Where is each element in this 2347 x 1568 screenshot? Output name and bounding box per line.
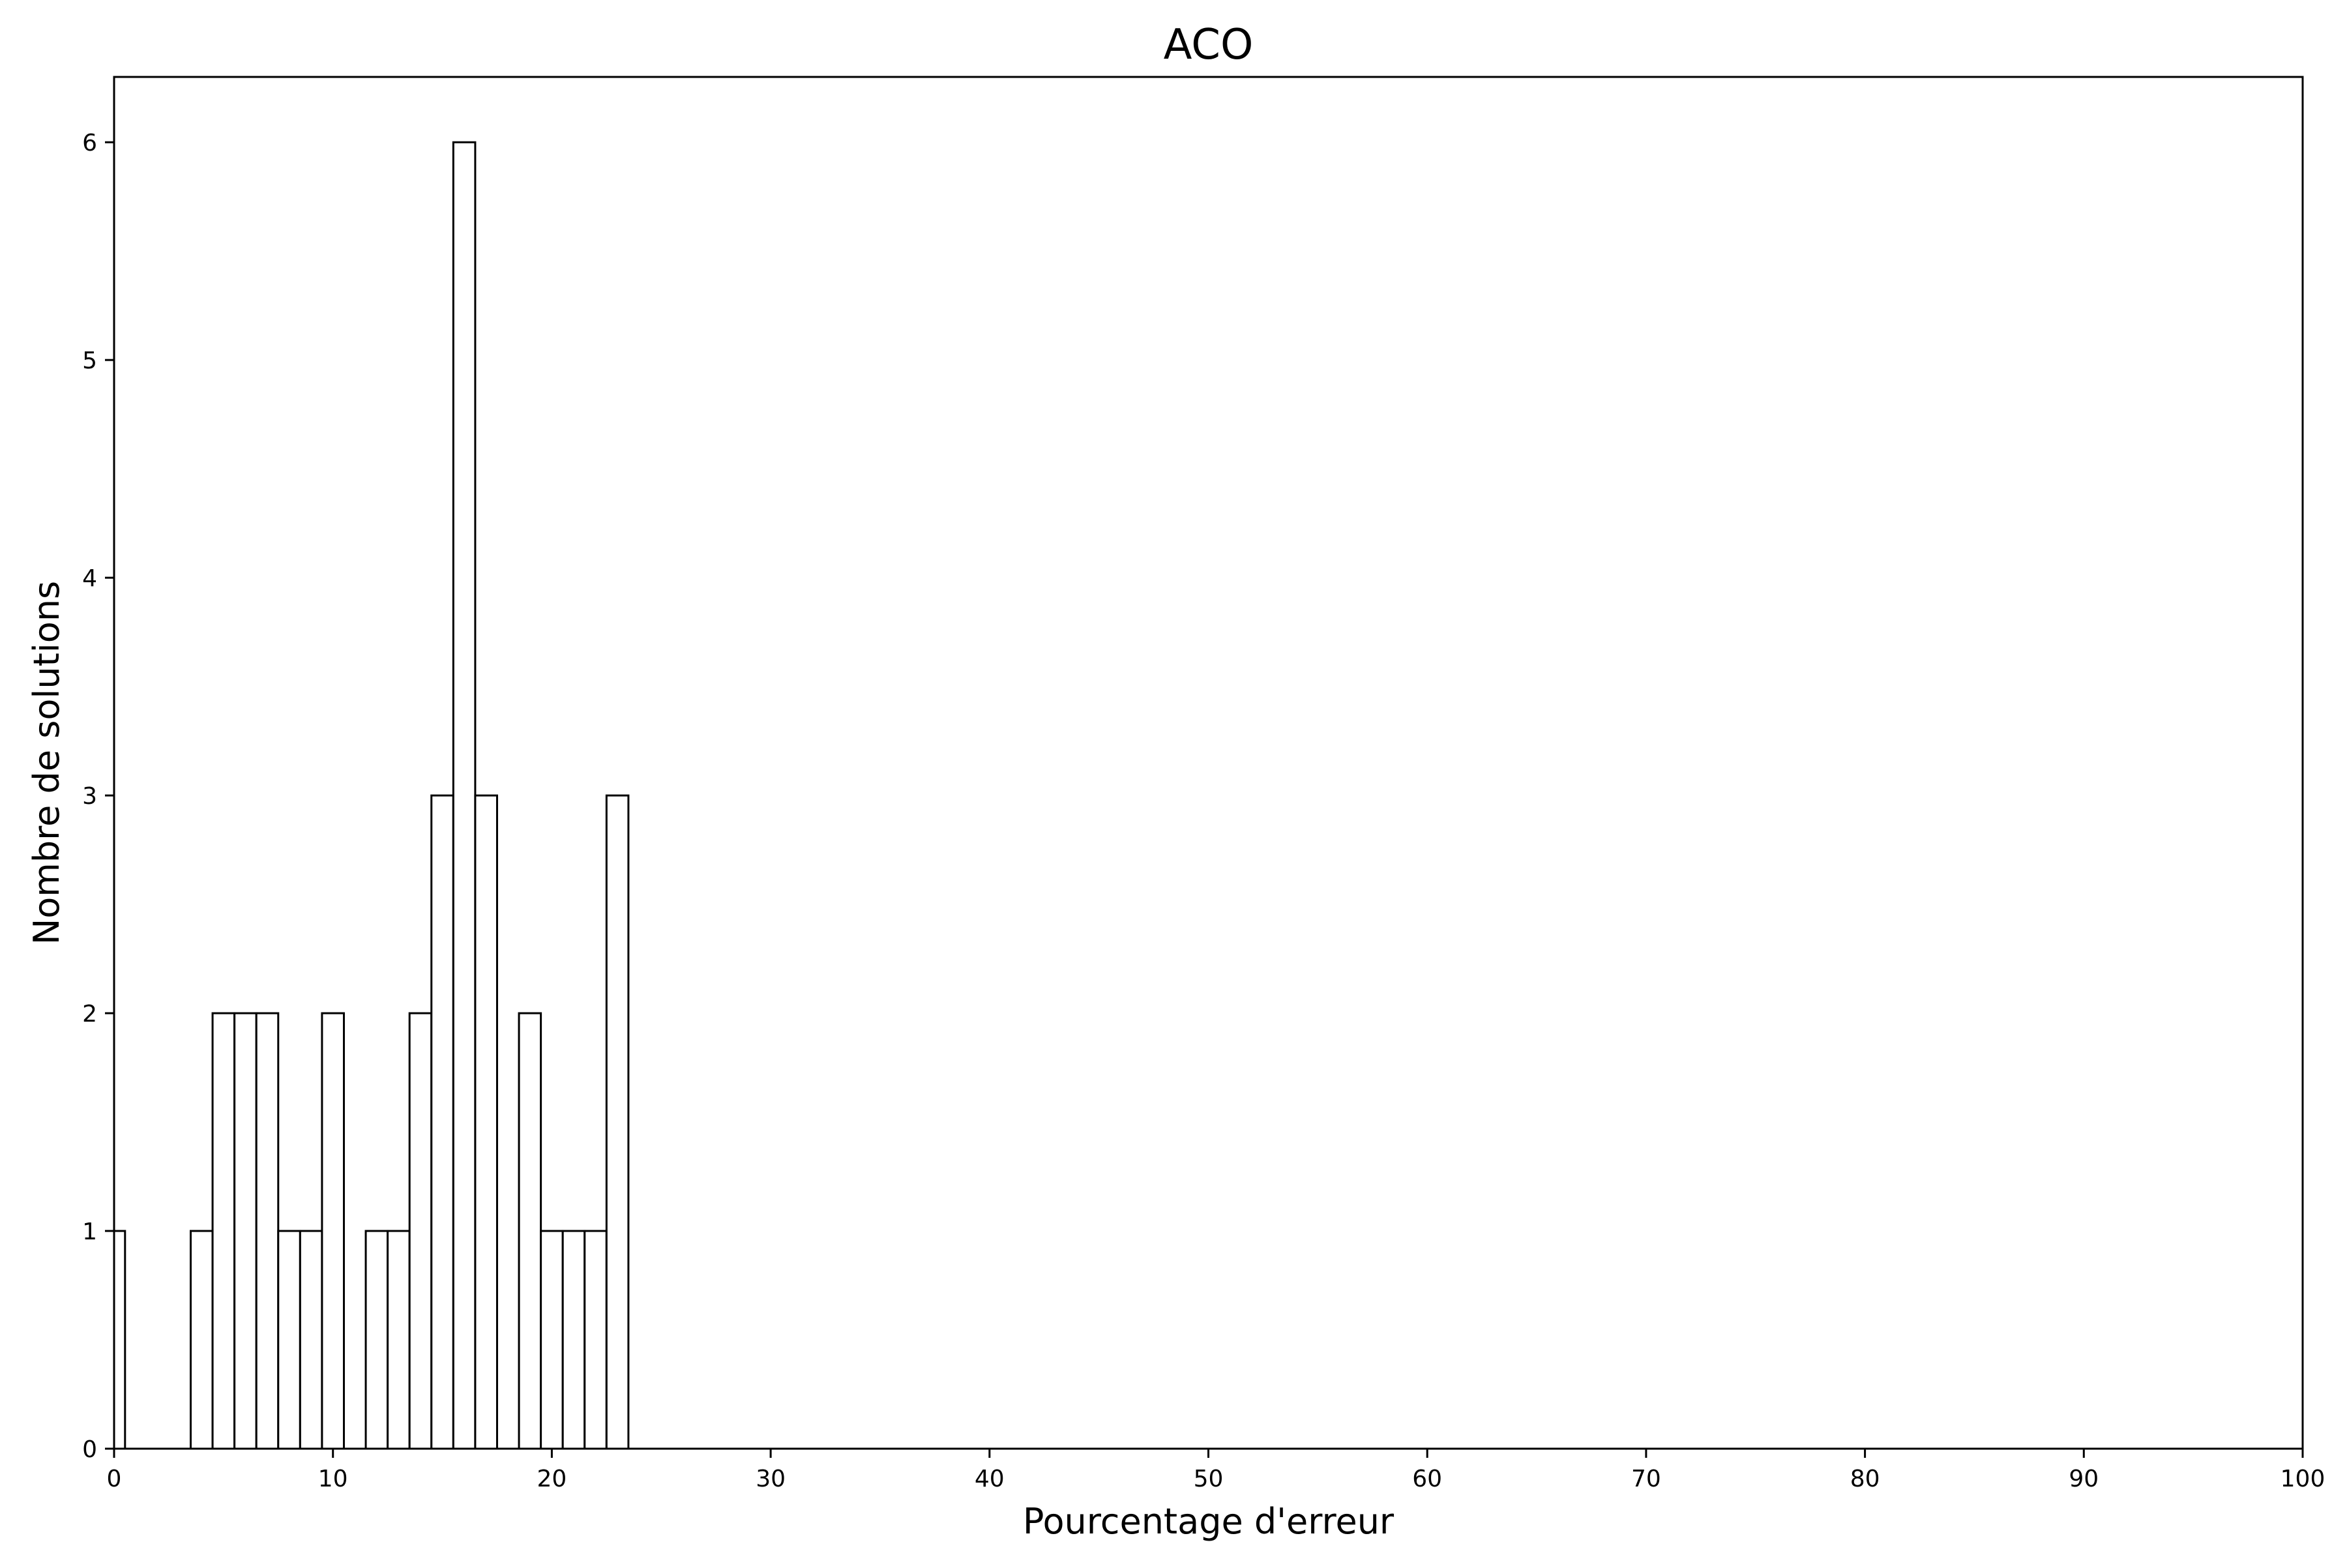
x-tick-label: 60 [1412,1466,1442,1492]
histogram-bar [387,1230,411,1449]
histogram-bar [474,794,498,1449]
ticks-layer: 0 10 20 30 40 50 60 70 80 90 100 0 1 2 3 4 5 6 [82,130,2325,1492]
x-tick-label: 70 [1631,1466,1661,1492]
chart-title: ACO [1164,21,1254,69]
x-tick-label: 90 [2069,1466,2099,1492]
histogram-bar [540,1230,564,1449]
x-tick-label: 40 [975,1466,1005,1492]
bars-layer [114,141,630,1449]
x-tick-label: 30 [756,1466,786,1492]
y-axis-label: Nombre de solutions [26,581,67,945]
histogram-bar [518,1012,542,1449]
y-tick-label: 4 [82,565,97,592]
x-tick-label: 100 [2281,1466,2325,1492]
x-tick-label: 20 [537,1466,567,1492]
histogram-bar [583,1230,608,1449]
y-tick-label: 2 [82,1001,97,1028]
x-tick-label: 50 [1194,1466,1224,1492]
y-tick-label: 3 [82,783,97,810]
y-tick-label: 1 [82,1219,97,1245]
histogram-bar [114,1230,126,1449]
histogram-bar [211,1012,236,1449]
histogram-bar [277,1230,301,1449]
histogram-bar [321,1012,345,1449]
histogram-bar [561,1230,586,1449]
histogram-bar [364,1230,389,1449]
histogram-bar [233,1012,258,1449]
x-axis-label: Pourcentage d'erreur [1023,1501,1395,1542]
histogram-bar [408,1012,433,1449]
x-tick-label: 10 [318,1466,348,1492]
histogram-bar [452,141,477,1449]
histogram-bar [255,1012,280,1449]
histogram-bar [299,1230,323,1449]
y-tick-label: 6 [82,130,97,156]
y-tick-label: 0 [82,1436,97,1463]
histogram-bar [605,794,630,1449]
x-tick-label: 0 [107,1466,122,1492]
y-tick-label: 5 [82,348,97,374]
x-tick-label: 80 [1850,1466,1880,1492]
histogram-bar [430,794,454,1449]
histogram-bar [189,1230,214,1449]
